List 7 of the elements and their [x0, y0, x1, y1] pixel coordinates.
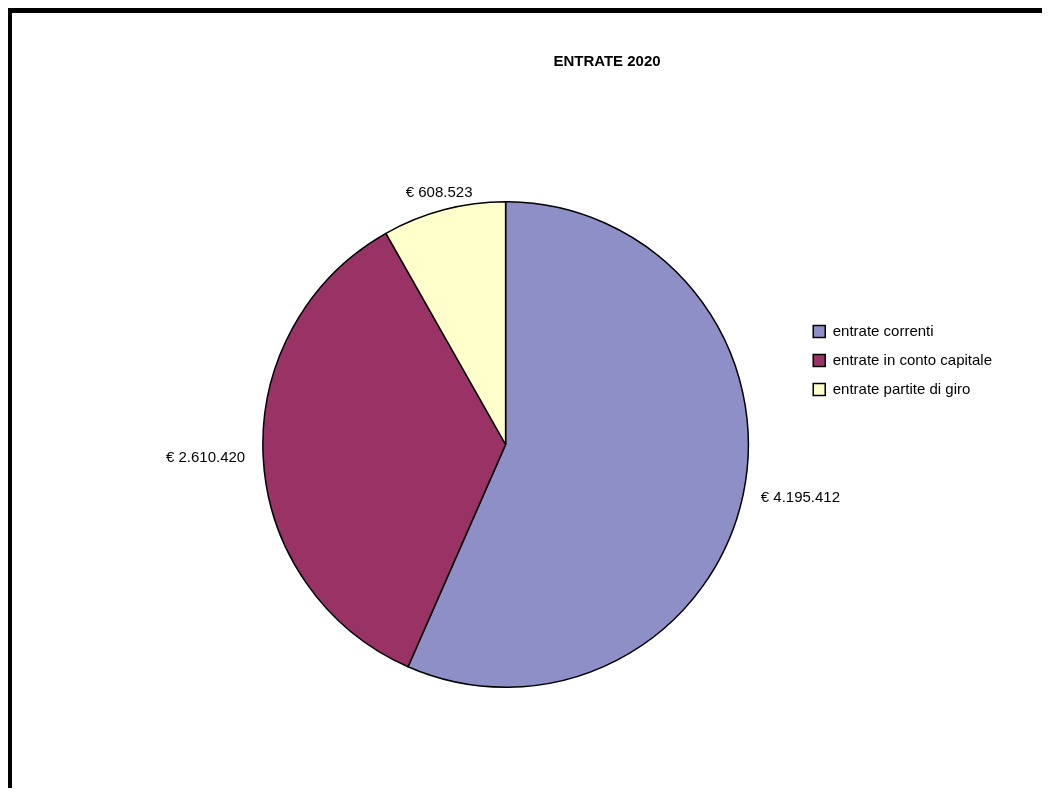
- data-label: € 2.610.420: [165, 447, 246, 465]
- chart-title: ENTRATE 2020: [553, 52, 661, 70]
- legend-label: entrate partite di giro: [832, 379, 971, 397]
- data-label: € 4.195.412: [760, 488, 841, 506]
- legend-label: entrate in conto capitale: [832, 350, 993, 368]
- data-label: € 608.523: [405, 182, 473, 200]
- legend-label: entrate correnti: [832, 321, 934, 339]
